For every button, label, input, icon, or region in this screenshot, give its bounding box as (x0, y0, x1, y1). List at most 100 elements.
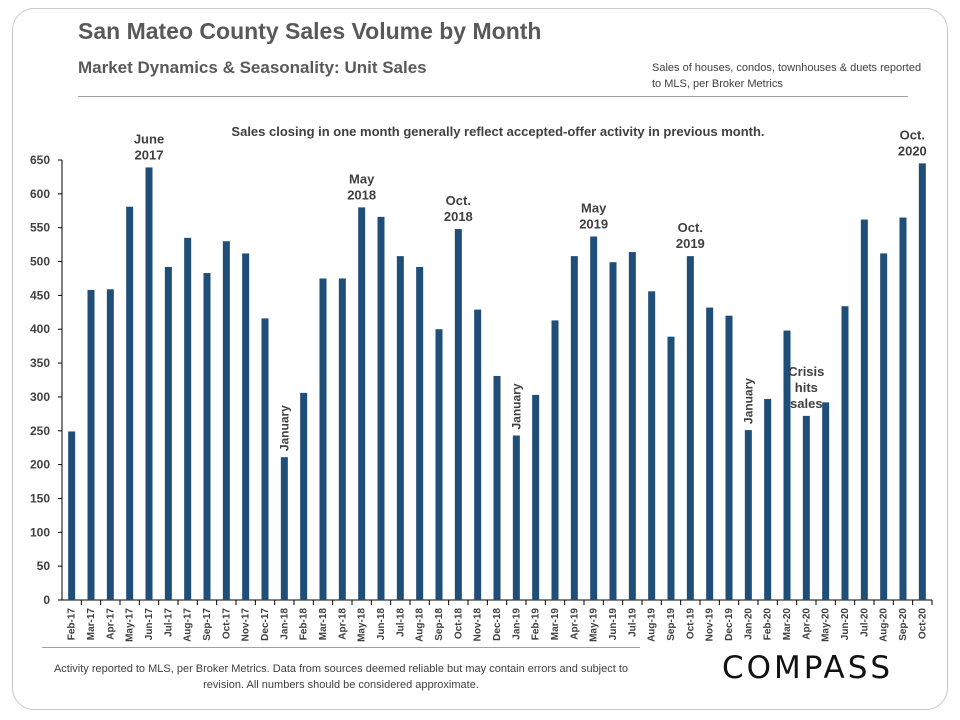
bar (493, 375, 501, 600)
y-tick-label: 400 (30, 322, 50, 336)
bar-annotation: Oct. (900, 127, 925, 142)
bar (841, 306, 849, 600)
x-tick-label: Mar-19 (550, 608, 561, 641)
bar (667, 336, 675, 600)
y-tick-label: 0 (43, 593, 50, 607)
bar (706, 307, 714, 600)
y-tick-label: 250 (30, 424, 50, 438)
bar (783, 330, 791, 600)
bar-annotation: January (509, 383, 523, 429)
bar (184, 237, 192, 600)
y-tick-label: 500 (30, 255, 50, 269)
x-tick-label: Jun-17 (144, 608, 155, 641)
bar (628, 252, 636, 601)
x-tick-label: Jan-20 (743, 608, 754, 640)
bar (570, 256, 578, 600)
bar (764, 398, 772, 600)
x-tick-label: Apr-18 (337, 608, 348, 640)
x-tick-label: Apr-20 (801, 608, 812, 640)
x-tick-label: Oct-17 (221, 608, 232, 640)
x-tick-label: Jun-19 (608, 608, 619, 641)
bar (87, 289, 95, 600)
x-tick-label: Jul-17 (163, 608, 174, 637)
y-tick-label: 200 (30, 458, 50, 472)
bar-annotation: 2017 (135, 147, 164, 162)
bar (242, 253, 250, 600)
bar (126, 206, 134, 600)
x-tick-label: Aug-17 (183, 608, 194, 642)
x-tick-label: Jun-20 (840, 608, 851, 641)
x-tick-label: Aug-20 (879, 608, 890, 642)
x-tick-label: Feb-20 (763, 608, 774, 641)
bar-annotation: May (349, 171, 375, 186)
x-tick-label: Dec-19 (724, 608, 735, 641)
x-tick-label: May-17 (125, 608, 136, 642)
bar (802, 415, 810, 600)
page-title: San Mateo County Sales Volume by Month (78, 18, 542, 44)
y-tick-label: 300 (30, 390, 50, 404)
x-tick-label: Mar-17 (86, 608, 97, 641)
bar (106, 289, 114, 600)
bar-annotation: January (741, 378, 755, 424)
y-tick-label: 450 (30, 288, 50, 302)
bar (551, 320, 559, 600)
footer-divider (42, 647, 640, 648)
bar-annotation: 2019 (676, 236, 705, 251)
y-tick-label: 50 (37, 559, 51, 573)
bar (590, 236, 598, 600)
x-tick-label: Jun-18 (376, 608, 387, 641)
x-tick-label: Nov-17 (241, 608, 252, 642)
bar (918, 163, 926, 600)
x-tick-label: Jul-18 (395, 608, 406, 637)
bar-annotation: January (277, 405, 291, 451)
bar (454, 229, 462, 601)
x-tick-label: Mar-20 (782, 608, 793, 641)
bar (377, 216, 385, 600)
bar (744, 430, 752, 600)
y-tick-label: 100 (30, 525, 50, 539)
bar-annotation: Oct. (678, 220, 703, 235)
header-divider (78, 96, 908, 97)
x-tick-label: Dec-17 (260, 608, 271, 641)
y-tick-label: 600 (30, 187, 50, 201)
bar (822, 402, 830, 600)
x-tick-label: Sep-19 (666, 608, 677, 641)
bar (68, 431, 76, 600)
bar (145, 167, 153, 600)
x-tick-label: Apr-19 (569, 608, 580, 640)
bar (860, 219, 868, 601)
x-tick-label: Oct-18 (453, 608, 464, 640)
bar-annotation: Oct. (446, 193, 471, 208)
y-tick-label: 150 (30, 491, 50, 505)
x-tick-label: Nov-18 (473, 608, 484, 642)
bar (474, 309, 482, 600)
bar-annotation: 2018 (444, 209, 473, 224)
x-tick-label: Oct-19 (685, 608, 696, 640)
bar (222, 241, 230, 600)
x-tick-label: Sep-17 (202, 608, 213, 641)
bar (280, 457, 288, 600)
bar (609, 262, 617, 600)
bar (203, 273, 211, 600)
bar (512, 435, 520, 600)
x-tick-label: Feb-18 (299, 608, 310, 641)
x-tick-label: Jan-19 (511, 608, 522, 640)
bar (358, 207, 366, 600)
bar (648, 291, 656, 600)
x-tick-label: Dec-18 (492, 608, 503, 641)
x-tick-label: Jul-19 (627, 608, 638, 637)
y-tick-label: 550 (30, 221, 50, 235)
bar-annotation: hits (795, 380, 818, 395)
x-tick-label: May-20 (821, 608, 832, 642)
x-tick-label: Oct-20 (917, 608, 928, 640)
x-tick-label: Jul-20 (859, 608, 870, 637)
bar-annotation: 2020 (898, 143, 927, 158)
bar (300, 392, 308, 600)
x-tick-label: Nov-19 (705, 608, 716, 642)
x-tick-label: Feb-17 (67, 608, 78, 641)
x-tick-label: Apr-17 (105, 608, 116, 640)
x-tick-label: Sep-20 (898, 608, 909, 641)
y-tick-label: 650 (30, 153, 50, 167)
bar (725, 315, 733, 600)
